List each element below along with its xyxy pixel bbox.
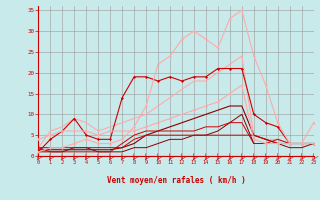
X-axis label: Vent moyen/en rafales ( km/h ): Vent moyen/en rafales ( km/h ) [107,176,245,185]
